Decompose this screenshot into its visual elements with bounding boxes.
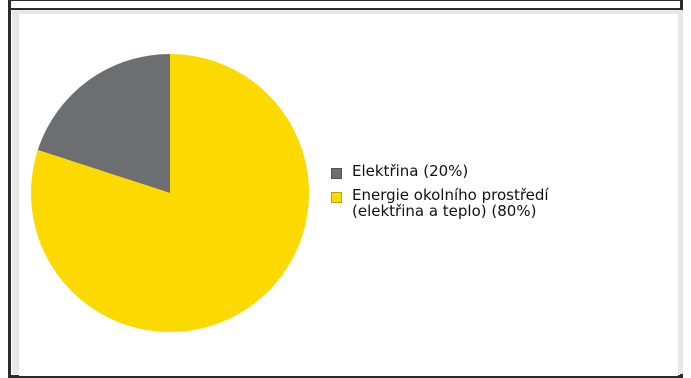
legend-item-energie: Energie okolního prostředí (elektřina a … bbox=[331, 187, 651, 219]
pie-slice-0 bbox=[37, 54, 170, 193]
top-divider bbox=[11, 8, 683, 10]
legend-label-energie: Energie okolního prostředí (elektřina a … bbox=[352, 187, 549, 219]
legend-swatch-energie bbox=[331, 192, 342, 203]
legend: Elektřina (20%) Energie okolního prostře… bbox=[331, 163, 651, 227]
pie-slice-1 bbox=[31, 54, 309, 332]
legend-label-elektrina: Elektřina (20%) bbox=[352, 162, 469, 180]
legend-swatch-elektrina bbox=[331, 168, 342, 179]
legend-label-energie-line1: Energie okolního prostředí bbox=[352, 186, 549, 204]
legend-item-elektrina: Elektřina (20%) bbox=[331, 163, 651, 179]
legend-label-energie-line2: (elektřina a teplo) (80%) bbox=[352, 202, 537, 220]
